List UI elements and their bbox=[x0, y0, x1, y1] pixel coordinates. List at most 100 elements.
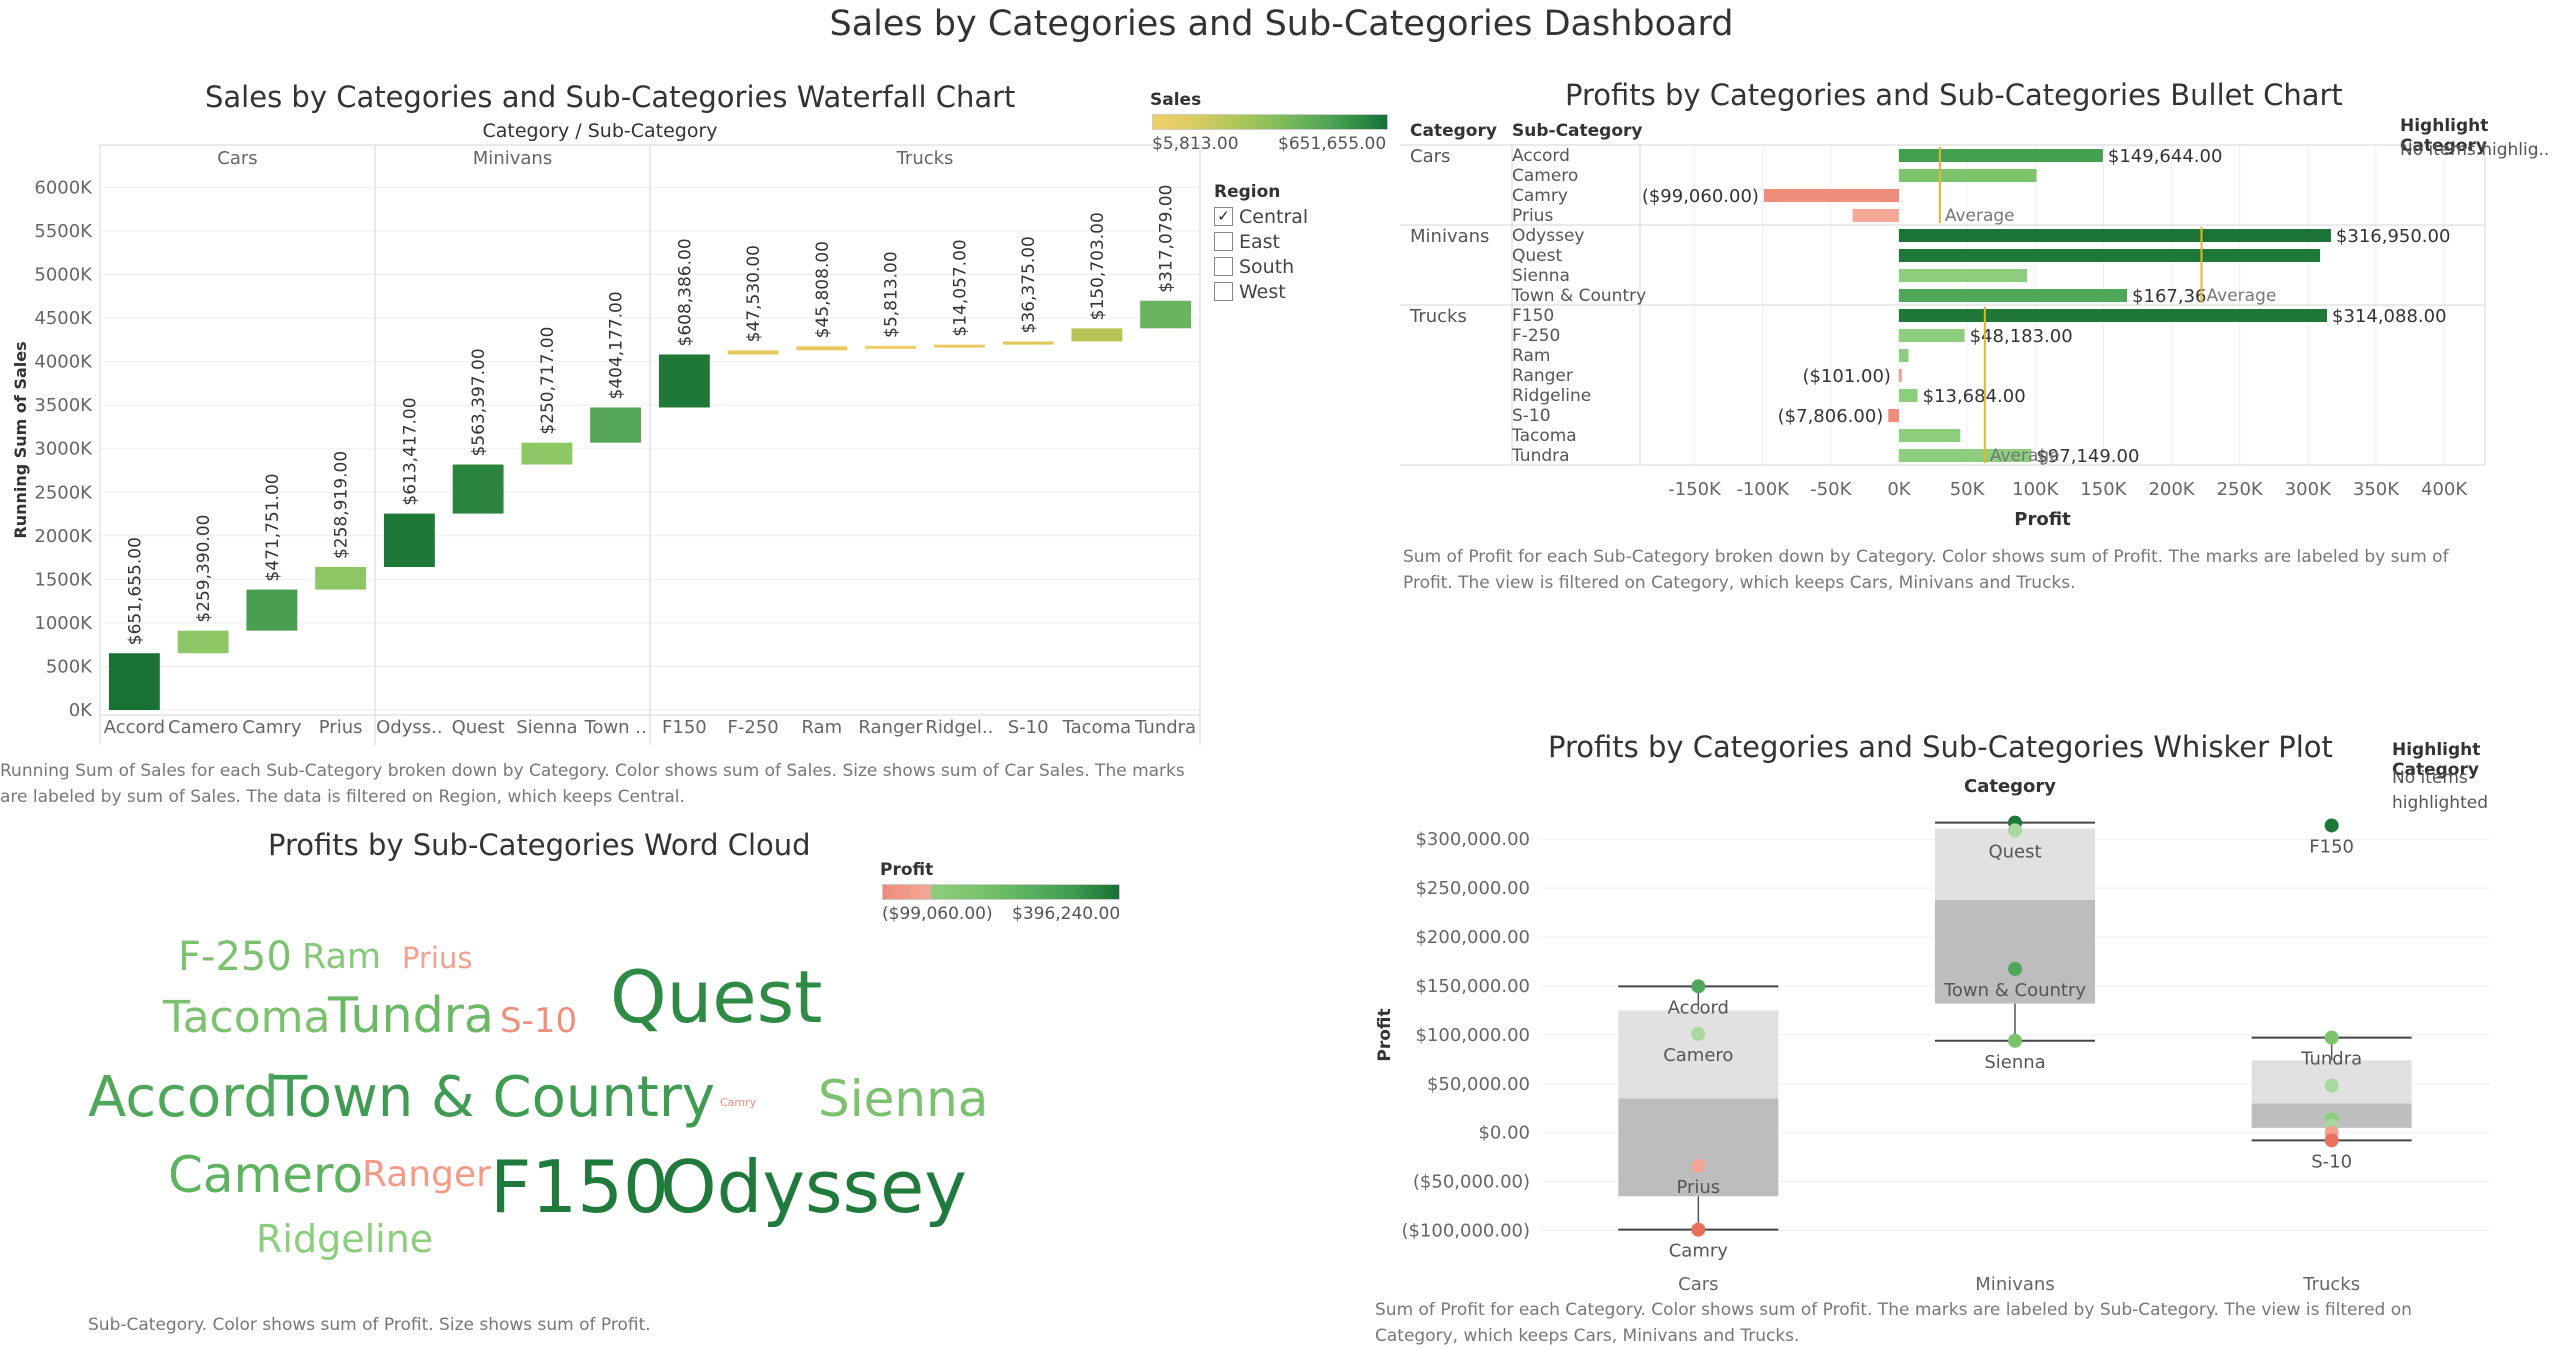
point-label: Town & Country bbox=[1943, 980, 2086, 1001]
y-tick-label: 2500K bbox=[34, 482, 93, 503]
y-tick-label: $0.00 bbox=[1478, 1123, 1530, 1144]
bullet-bar-tundra bbox=[1898, 449, 2032, 462]
y-tick-label: 5000K bbox=[34, 265, 93, 286]
bullet-caption-line1: Sum of Profit for each Sub-Category brok… bbox=[1403, 547, 2449, 567]
subcategory-label-f-250: F-250 bbox=[1512, 326, 1560, 346]
x-tick-label-minivans: Minivans bbox=[1975, 1274, 2054, 1295]
point-cars-accord bbox=[1691, 979, 1706, 994]
point-label: Sienna bbox=[1984, 1052, 2045, 1073]
checkbox-south[interactable] bbox=[1214, 257, 1233, 276]
region-option-east[interactable]: East bbox=[1214, 229, 1308, 254]
checkbox-west[interactable] bbox=[1214, 282, 1233, 301]
waterfall-caption-line2: are labeled by sum of Sales. The data is… bbox=[0, 787, 685, 807]
subcategory-label-ridgeline: Ridgeline bbox=[1512, 386, 1591, 406]
x-tick-label-accord: Accord bbox=[104, 717, 165, 738]
bullet-data-label: ($99,060.00) bbox=[1642, 186, 1759, 207]
box-lower-cars bbox=[1618, 1098, 1779, 1197]
word-town-country: Town & Country bbox=[272, 1065, 715, 1130]
word-ridgeline: Ridgeline bbox=[256, 1217, 433, 1260]
region-option-south[interactable]: South bbox=[1214, 254, 1308, 279]
x-tick-label-tacoma: Tacoma bbox=[1062, 717, 1132, 738]
category-label-minivans: Minivans bbox=[1410, 226, 1489, 247]
box-upper-cars bbox=[1618, 1010, 1779, 1099]
x-tick-label: 400K bbox=[2421, 479, 2468, 500]
point-trucks bbox=[2324, 1078, 2339, 1093]
waterfall-bar-s-10 bbox=[1002, 341, 1054, 345]
checkbox-east[interactable] bbox=[1214, 232, 1233, 251]
point-label: Prius bbox=[1676, 1177, 1720, 1198]
point-trucks-s-10 bbox=[2324, 1133, 2339, 1148]
y-tick-label: 6000K bbox=[34, 177, 93, 198]
whisker-highlight-line2: highlighted bbox=[2392, 793, 2488, 813]
word-f150: F150 bbox=[490, 1145, 669, 1229]
waterfall-data-label: $563,397.00 bbox=[469, 348, 489, 456]
bullet-bar-prius bbox=[1852, 209, 1899, 222]
waterfall-data-label: $250,717.00 bbox=[538, 327, 558, 435]
point-cars-camero bbox=[1691, 1026, 1706, 1041]
bullet-data-label: ($7,806.00) bbox=[1778, 406, 1884, 427]
waterfall-bar-ridgel bbox=[933, 344, 985, 348]
x-tick-label-town: Town .. bbox=[584, 717, 647, 738]
subcategory-label-quest: Quest bbox=[1512, 246, 1562, 266]
region-option-west[interactable]: West bbox=[1214, 279, 1308, 304]
y-tick-label: $50,000.00 bbox=[1427, 1074, 1530, 1095]
y-tick-label: $300,000.00 bbox=[1415, 829, 1530, 850]
x-tick-label: -50K bbox=[1810, 479, 1852, 500]
region-label-east: East bbox=[1239, 230, 1280, 253]
whisker-caption-line1: Sum of Profit for each Category. Color s… bbox=[1375, 1300, 2412, 1320]
waterfall-bar-f150 bbox=[658, 354, 710, 408]
x-tick-label: 50K bbox=[1950, 479, 1986, 500]
category-label-cars: Cars bbox=[1410, 146, 1450, 167]
x-tick-label: 0K bbox=[1887, 479, 1911, 500]
waterfall-bar-f-250 bbox=[727, 350, 779, 355]
waterfall-data-label: $317,079.00 bbox=[1157, 185, 1177, 293]
bullet-highlight-value[interactable]: No items highlig.. bbox=[2400, 140, 2550, 160]
subcategory-label-sienna: Sienna bbox=[1512, 266, 1570, 286]
word-camero: Camero bbox=[168, 1146, 363, 1204]
point-trucks-f150 bbox=[2324, 818, 2339, 833]
bullet-bar-ranger bbox=[1898, 369, 1902, 382]
waterfall-data-label: $45,808.00 bbox=[813, 241, 833, 338]
waterfall-bar-town bbox=[590, 407, 642, 443]
waterfall-data-label: $651,655.00 bbox=[125, 537, 145, 645]
subcategory-label-tundra: Tundra bbox=[1511, 446, 1570, 466]
whisker-highlight-line1: No items bbox=[2392, 768, 2468, 788]
box-lower-minivans bbox=[1935, 899, 2095, 1004]
y-tick-label: 0K bbox=[69, 700, 93, 721]
bullet-caption: Sum of Profit for each Sub-Category brok… bbox=[1403, 544, 2553, 596]
y-tick-label: 4500K bbox=[34, 308, 93, 329]
subcategory-label-tacoma: Tacoma bbox=[1511, 426, 1577, 446]
point-label: Camero bbox=[1663, 1045, 1733, 1066]
bullet-bar-ram bbox=[1898, 349, 1909, 362]
bullet-col-category: Category bbox=[1410, 121, 1497, 141]
bullet-chart: -150K -100K -50K 0K 50K 100K 150K 200K 250K 300K 3… bbox=[1400, 144, 2486, 530]
bullet-bar-odyssey bbox=[1898, 229, 2331, 242]
y-tick-label: $200,000.00 bbox=[1415, 927, 1530, 948]
y-tick-label: 1500K bbox=[34, 569, 93, 590]
x-tick-label-ranger: Ranger bbox=[858, 717, 923, 738]
whisker-highlight-value[interactable]: No items highlighted bbox=[2392, 766, 2488, 816]
waterfall-data-label: $47,530.00 bbox=[744, 245, 764, 342]
profit-legend-min: ($99,060.00) bbox=[882, 904, 993, 924]
word-tacoma: Tacoma bbox=[162, 992, 331, 1043]
waterfall-data-label: $608,386.00 bbox=[675, 238, 695, 346]
region-option-central[interactable]: ✓ Central bbox=[1214, 204, 1308, 229]
subcategory-label-f150: F150 bbox=[1512, 306, 1554, 326]
waterfall-data-label: $36,375.00 bbox=[1019, 236, 1039, 333]
x-tick-label-trucks: Trucks bbox=[2302, 1274, 2360, 1295]
point-label: Tundra bbox=[2300, 1049, 2362, 1070]
waterfall-data-label: $14,057.00 bbox=[950, 239, 970, 336]
x-tick-label-s-10: S-10 bbox=[1008, 717, 1049, 738]
y-axis-title: Running Sum of Sales bbox=[11, 341, 30, 538]
wordcloud-caption: Sub-Category. Color shows sum of Profit.… bbox=[88, 1315, 651, 1335]
word-odyssey: Odyssey bbox=[660, 1145, 967, 1229]
subcategory-label-prius: Prius bbox=[1512, 206, 1553, 226]
waterfall-chart: 0K 500K 1000K 1500K 2000K 2500K 3000K 3500K 4000… bbox=[11, 144, 1201, 745]
x-tick-label-sienna: Sienna bbox=[516, 717, 577, 738]
bullet-data-label: $149,644.00 bbox=[2108, 146, 2223, 167]
checkbox-central[interactable]: ✓ bbox=[1214, 207, 1233, 226]
profit-color-ramp bbox=[882, 884, 1120, 900]
dashboard-title: Sales by Categories and Sub-Categories D… bbox=[829, 4, 1734, 44]
point-minivans-quest bbox=[2008, 823, 2022, 838]
waterfall-data-label: $5,813.00 bbox=[882, 251, 902, 338]
